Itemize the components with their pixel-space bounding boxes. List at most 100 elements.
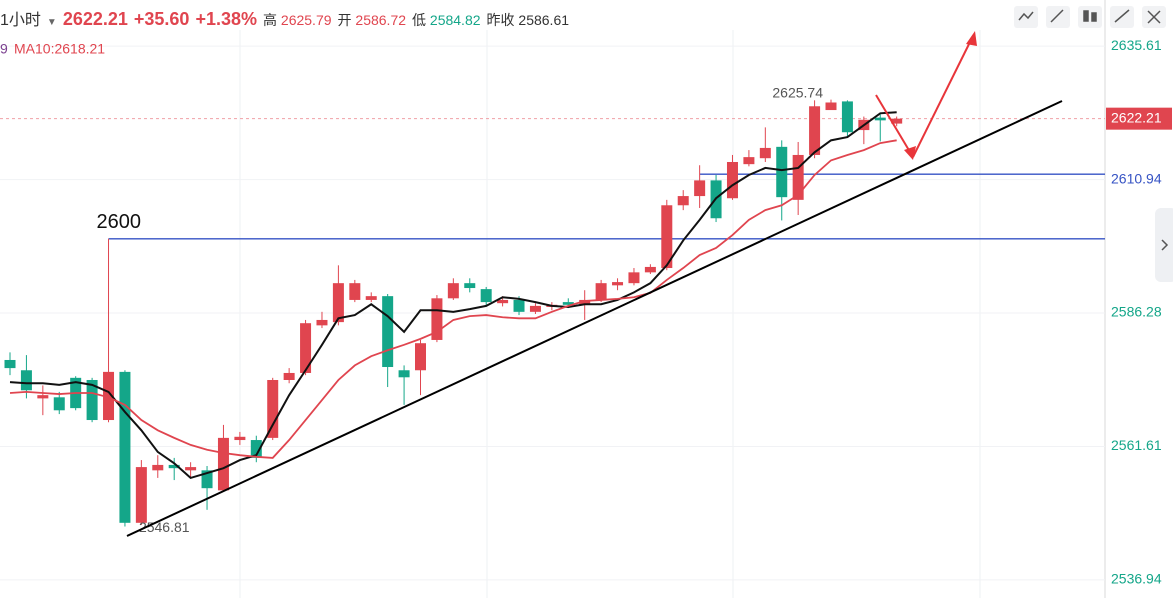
tool-icon xyxy=(1114,9,1130,23)
candle-body xyxy=(415,343,426,371)
y-tick-label: 2635.61 xyxy=(1111,37,1162,53)
arrow xyxy=(912,37,973,158)
arrow xyxy=(875,94,914,158)
candle-body xyxy=(677,196,689,206)
candle-body xyxy=(316,319,328,326)
candle-body xyxy=(135,467,147,523)
label: 低 xyxy=(412,12,427,28)
side-tab[interactable] xyxy=(1155,208,1173,282)
candle-body xyxy=(792,154,804,200)
candle-body xyxy=(398,370,410,378)
candle-body xyxy=(694,180,706,197)
label: 昨收 2586.61 xyxy=(487,10,570,30)
toolbar xyxy=(1014,6,1166,28)
candle-body xyxy=(152,464,164,471)
tool-icon xyxy=(1091,12,1097,22)
ma-line xyxy=(9,139,897,459)
ma-label: MA10:2618.21 xyxy=(14,41,105,57)
candle-body xyxy=(595,283,607,300)
candle-body xyxy=(529,305,541,312)
candle-body xyxy=(874,117,886,121)
candle-body xyxy=(20,370,32,391)
candle-body xyxy=(103,371,115,421)
candle-body xyxy=(168,464,180,469)
candle-body xyxy=(480,289,492,303)
price: 2622.21 xyxy=(62,9,128,29)
candle-body xyxy=(809,106,821,155)
label: 昨收 xyxy=(486,12,515,28)
ma-line xyxy=(9,111,897,480)
candle-body xyxy=(119,371,131,523)
last-price-label: 2622.21 xyxy=(1111,109,1162,125)
value: 2586.61 xyxy=(518,12,570,28)
header: 1小时 ▼ 2622.21 +35.60 +1.38% 高 2625.79 开 … xyxy=(0,6,570,30)
candle-body xyxy=(825,102,837,111)
change: +35.60 xyxy=(133,9,190,29)
tool-icon xyxy=(1018,11,1034,21)
candle-body xyxy=(644,266,656,273)
candle-body xyxy=(4,359,16,369)
label: 高 xyxy=(263,12,278,28)
dropdown[interactable]: ▼ xyxy=(46,17,57,28)
candle-body xyxy=(612,282,624,286)
candle-body xyxy=(300,323,312,373)
side-tab-icon xyxy=(1161,239,1169,251)
candle-body xyxy=(628,272,640,284)
tool-button[interactable] xyxy=(1078,6,1102,28)
candle-body xyxy=(267,379,279,438)
price-axis-bg xyxy=(1105,0,1173,598)
value: 2586.72 xyxy=(355,12,407,28)
y-tick-label: 2536.94 xyxy=(1111,571,1162,587)
candle-body xyxy=(759,147,771,159)
value: 2584.82 xyxy=(429,12,481,28)
candle-body xyxy=(349,283,361,300)
tool-button[interactable] xyxy=(1110,6,1134,28)
candle-body xyxy=(661,205,673,269)
candle-body xyxy=(37,395,49,399)
candle-body xyxy=(365,296,377,300)
period[interactable]: 1小时 xyxy=(0,12,41,29)
tool-button[interactable] xyxy=(1046,6,1070,28)
candle-body xyxy=(332,283,344,323)
candle-body xyxy=(743,157,755,165)
candle-body xyxy=(726,161,738,199)
candle-body xyxy=(841,101,853,133)
value: 2625.79 xyxy=(280,12,332,28)
tool-icon xyxy=(1050,9,1064,23)
arrowhead xyxy=(966,31,977,46)
candle-body xyxy=(579,299,591,305)
y-tick-label: 2586.28 xyxy=(1111,304,1162,320)
candle-body xyxy=(891,118,903,124)
candle-body xyxy=(382,296,394,368)
level-label: 2600 xyxy=(97,211,141,233)
tool-icon xyxy=(1147,10,1161,24)
candle-body xyxy=(464,283,476,289)
candle-body xyxy=(562,302,574,305)
candle-body xyxy=(431,298,443,340)
candle-body xyxy=(86,379,98,421)
candle-body xyxy=(497,299,509,304)
candle-body xyxy=(513,299,525,312)
candle-body xyxy=(185,467,197,471)
candle-body xyxy=(283,372,295,380)
last-price-box xyxy=(1106,107,1172,130)
change-pct: +1.38% xyxy=(195,9,258,29)
candle-body xyxy=(217,437,229,491)
candle-body xyxy=(53,397,65,411)
label: 开 xyxy=(337,12,352,28)
high-annotation: 2625.74 xyxy=(772,84,823,100)
y-tick-label: 2610.94 xyxy=(1111,170,1162,186)
label: 开 2586.72 xyxy=(338,10,407,30)
candle-body xyxy=(250,440,262,458)
label: 高 2625.79 xyxy=(263,10,332,30)
low-annotation: 2546.81 xyxy=(139,519,190,535)
tool-icon xyxy=(1083,10,1089,22)
label: 低 2584.82 xyxy=(412,10,481,30)
candle-body xyxy=(201,470,213,489)
trendline xyxy=(126,100,1063,537)
ma-label: 9 xyxy=(0,41,8,57)
candle-body xyxy=(234,436,246,441)
candle-body xyxy=(447,283,459,299)
